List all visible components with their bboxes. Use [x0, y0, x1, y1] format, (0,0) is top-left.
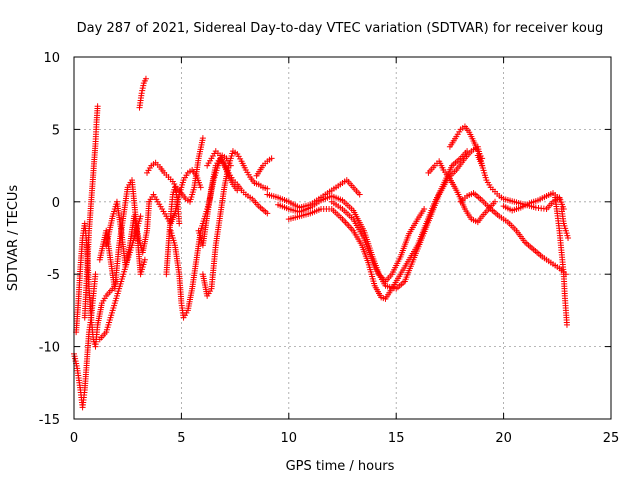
data-point	[171, 184, 178, 191]
data-point	[137, 213, 144, 220]
data-point	[565, 235, 572, 241]
data-point	[173, 189, 180, 196]
marks-layer	[71, 75, 572, 411]
series-track-g	[96, 213, 144, 343]
y-tick-label: 0	[52, 196, 60, 211]
data-point	[197, 184, 204, 191]
data-point	[140, 82, 147, 89]
data-point	[421, 206, 428, 213]
data-point	[139, 87, 146, 94]
data-point	[563, 321, 570, 328]
data-point	[479, 155, 486, 162]
y-axis-label: SDTVAR / TECUs	[6, 185, 21, 292]
data-point	[556, 195, 563, 202]
data-point	[268, 155, 275, 162]
series-track-d	[136, 75, 149, 111]
data-point	[264, 185, 271, 192]
data-point	[92, 271, 99, 278]
y-tick-label: -15	[39, 413, 60, 428]
series-track-t	[425, 158, 499, 226]
y-tick-label: 10	[43, 51, 60, 66]
plot-frame	[73, 56, 612, 420]
series-track-y	[552, 194, 570, 328]
series-track-u	[446, 123, 486, 162]
y-tick-label: -10	[39, 341, 60, 356]
data-point	[141, 256, 148, 263]
data-point	[172, 186, 179, 193]
data-point	[138, 90, 145, 97]
series-track-f	[96, 177, 148, 292]
series-track-l	[199, 148, 271, 299]
series-track-a	[71, 278, 120, 411]
data-point	[264, 210, 271, 217]
tick-labels: 0 5 10 15 20 25 -15 -10 -5 0 5 10	[39, 51, 620, 446]
x-axis-label: GPS time / hours	[286, 459, 395, 474]
chart-title: Day 287 of 2021, Sidereal Day-to-day VTE…	[77, 21, 604, 36]
series-track-c	[81, 103, 101, 321]
x-tick-label: 10	[281, 431, 298, 446]
grid-layer	[74, 57, 611, 419]
series-track-x	[500, 190, 563, 214]
ticks-layer	[73, 56, 612, 420]
series-track-o	[253, 155, 275, 179]
x-tick-label: 5	[177, 431, 185, 446]
x-tick-label: 0	[70, 431, 78, 446]
x-tick-label: 20	[495, 431, 512, 446]
data-point	[176, 220, 183, 227]
series-track-z	[558, 206, 572, 241]
data-point	[492, 198, 499, 205]
x-tick-label: 25	[603, 431, 620, 446]
data-point	[173, 191, 180, 198]
data-point	[356, 191, 363, 198]
data-point	[94, 103, 101, 110]
series-track-s	[328, 143, 486, 292]
data-point	[142, 75, 149, 82]
series-track-b	[73, 220, 99, 336]
series-track-w	[474, 152, 567, 213]
series-track-n	[204, 148, 271, 217]
x-tick-label: 15	[388, 431, 405, 446]
y-tick-label: -5	[47, 268, 60, 283]
series-track-k	[163, 184, 183, 278]
y-tick-label: 5	[52, 123, 60, 138]
series-track-r	[285, 148, 471, 302]
data-point	[139, 85, 146, 92]
data-point	[199, 135, 206, 142]
